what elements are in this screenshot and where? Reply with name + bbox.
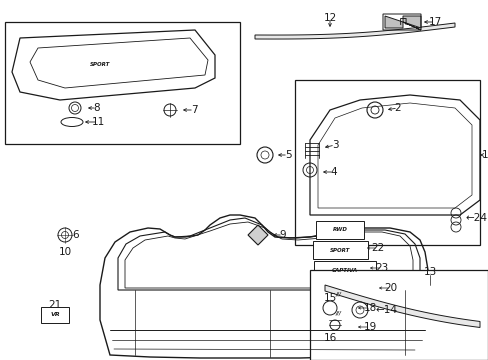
Bar bbox=[5, 22, 240, 144]
Text: 9: 9 bbox=[279, 230, 286, 240]
Polygon shape bbox=[247, 225, 267, 245]
Text: 8: 8 bbox=[94, 103, 100, 113]
Text: 16: 16 bbox=[323, 333, 336, 343]
Text: ←14: ←14 bbox=[374, 305, 396, 315]
Text: ⊓: ⊓ bbox=[398, 17, 407, 27]
Text: 13: 13 bbox=[423, 267, 436, 277]
Bar bbox=[313, 261, 375, 279]
Text: 6: 6 bbox=[72, 230, 79, 240]
Text: 22: 22 bbox=[370, 243, 384, 253]
Polygon shape bbox=[325, 285, 479, 328]
Text: SPORT: SPORT bbox=[90, 63, 110, 68]
Bar bbox=[320, 306, 355, 320]
Text: RWD: RWD bbox=[332, 228, 347, 233]
Bar bbox=[312, 241, 367, 259]
Text: 17: 17 bbox=[427, 17, 441, 27]
Polygon shape bbox=[402, 16, 420, 28]
Text: 18: 18 bbox=[363, 303, 376, 313]
Text: 3: 3 bbox=[331, 140, 338, 150]
Text: 1: 1 bbox=[481, 150, 488, 160]
Text: 19: 19 bbox=[363, 322, 376, 332]
Text: 23: 23 bbox=[375, 263, 388, 273]
Text: 15: 15 bbox=[323, 293, 336, 303]
Text: 10: 10 bbox=[59, 247, 71, 257]
Text: CAPTIVA: CAPTIVA bbox=[331, 267, 357, 273]
Text: 20: 20 bbox=[384, 283, 397, 293]
Polygon shape bbox=[384, 16, 402, 28]
Text: 2: 2 bbox=[394, 103, 401, 113]
Bar bbox=[41, 307, 69, 323]
Text: 7: 7 bbox=[190, 105, 197, 115]
Text: SPORT: SPORT bbox=[329, 248, 350, 252]
Text: ///: /// bbox=[335, 292, 341, 297]
Bar bbox=[315, 221, 363, 239]
Text: ←24: ←24 bbox=[465, 213, 487, 223]
Bar bbox=[294, 80, 479, 245]
Text: 5: 5 bbox=[284, 150, 291, 160]
Text: ///: /// bbox=[335, 310, 341, 315]
Text: 12: 12 bbox=[323, 13, 336, 23]
Text: 4: 4 bbox=[330, 167, 337, 177]
Text: 21: 21 bbox=[48, 300, 61, 310]
Polygon shape bbox=[254, 23, 454, 39]
Text: 11: 11 bbox=[91, 117, 104, 127]
Text: VR: VR bbox=[50, 312, 60, 318]
Bar bbox=[320, 287, 355, 301]
Bar bbox=[309, 270, 487, 360]
